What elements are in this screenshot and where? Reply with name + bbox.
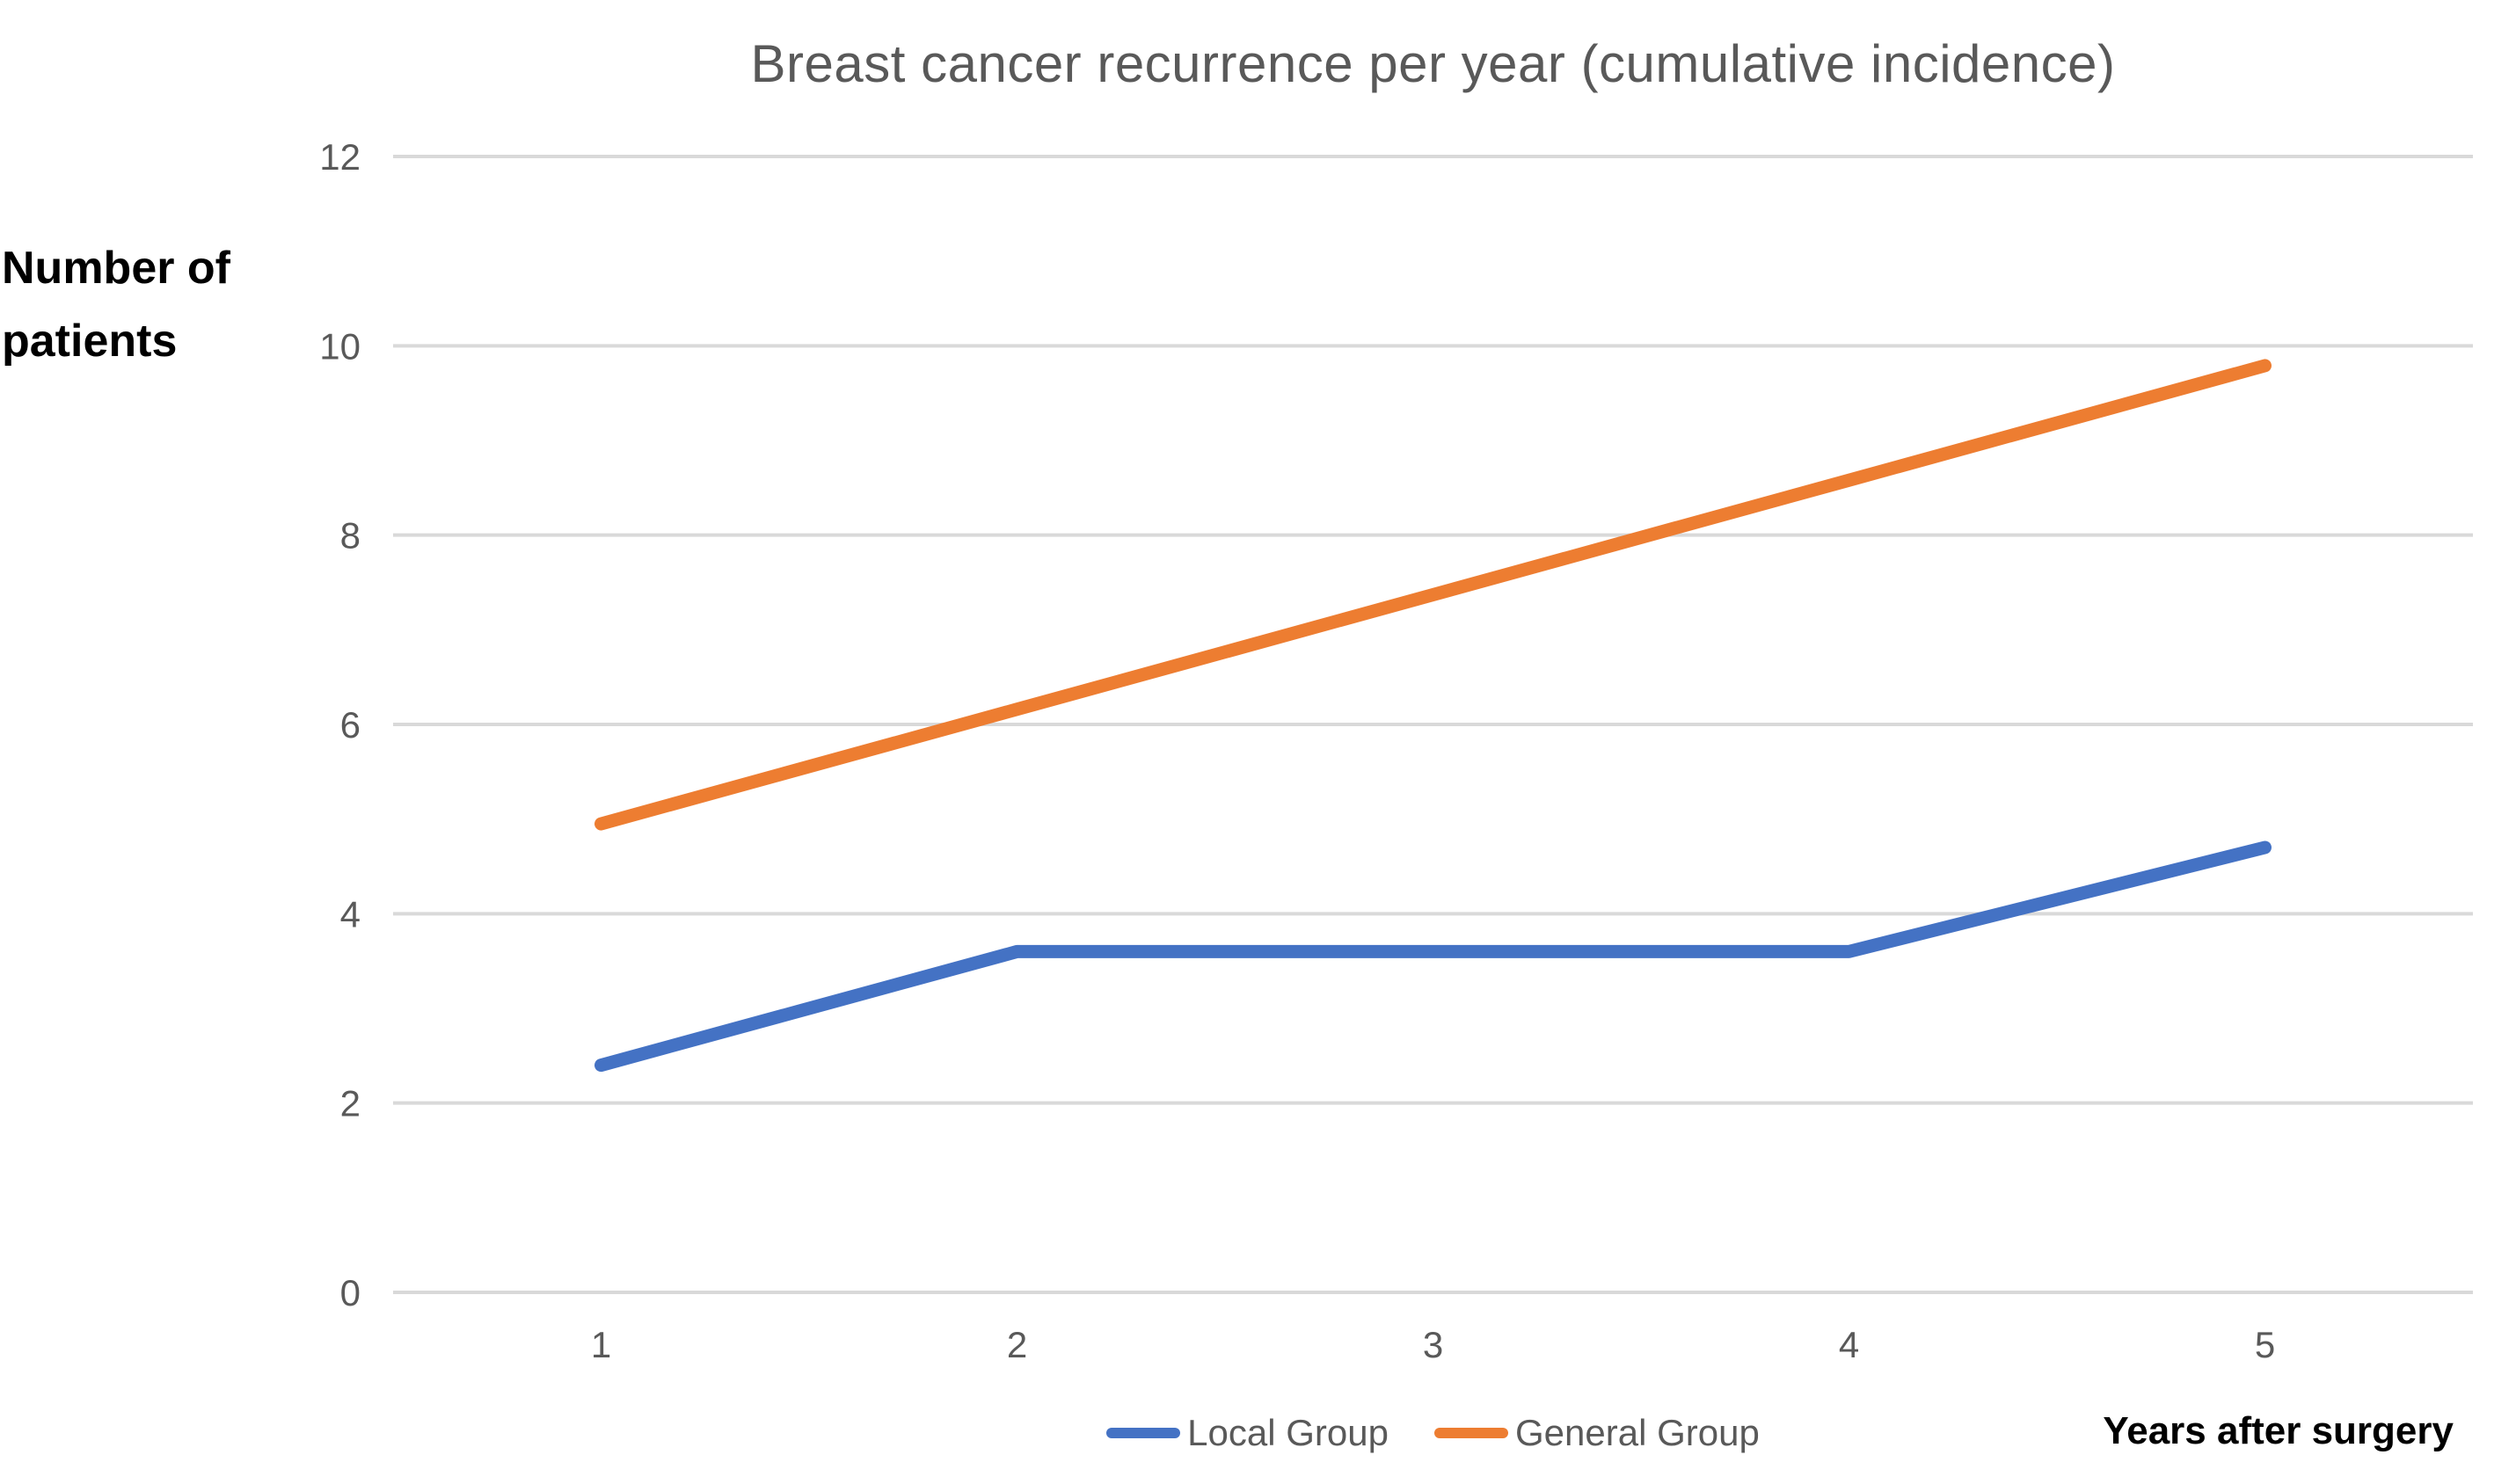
y-tick-label-6: 6 [340, 704, 361, 746]
y-axis-title: Number of patients [2, 243, 230, 367]
legend-swatch-general-group [1433, 1428, 1508, 1438]
chart-title: Breast cancer recurrence per year (cumul… [750, 34, 2116, 93]
legend-swatch-local-group [1106, 1428, 1181, 1438]
x-tick-label-3: 3 [1423, 1324, 1443, 1365]
legend-label-local-group: Local Group [1187, 1412, 1389, 1453]
x-tick-label-2: 2 [1007, 1324, 1027, 1365]
legend: Local Group General Group [393, 1412, 2473, 1454]
x-axis-title: Years after surgery [2103, 1409, 2454, 1452]
series-line-local-group [594, 840, 2272, 1073]
legend-item-general-group: General Group [1433, 1412, 1760, 1454]
y-tick-label-4: 4 [340, 893, 361, 935]
legend-item-local-group: Local Group [1106, 1412, 1389, 1454]
y-tick-label-12: 12 [319, 136, 361, 178]
x-tick-label-5: 5 [2255, 1324, 2275, 1365]
y-tick-label-0: 0 [340, 1272, 361, 1313]
series-line-general-group [594, 359, 2272, 831]
y-tick-label-10: 10 [319, 325, 361, 367]
x-tick-label-4: 4 [1839, 1324, 1859, 1365]
legend-label-general-group: General Group [1514, 1412, 1760, 1453]
x-tick-label-1: 1 [591, 1324, 611, 1365]
y-tick-label-8: 8 [340, 515, 361, 556]
y-tick-label-2: 2 [340, 1083, 361, 1124]
